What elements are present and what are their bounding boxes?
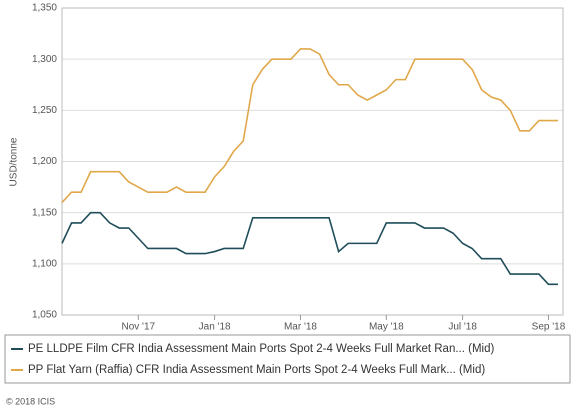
legend: PE LLDPE Film CFR India Assessment Main … [28,343,494,355]
y-tick-label: 1,100 [32,258,57,269]
series-line [61,211,558,286]
y-tick-label: 1,250 [32,105,57,116]
plot-border [61,7,564,316]
x-tick-label: Mar '18 [284,322,317,333]
x-tick-label: May '18 [369,322,404,333]
y-tick-label: 1,150 [32,207,57,218]
y-axis-label: USD/tonne [9,137,20,186]
y-tick-label: 1,200 [32,156,57,167]
series-line [61,48,558,203]
x-tick-label: Jul '18 [448,322,477,333]
y-tick-label: 1,300 [32,54,57,65]
legend-box [4,334,571,384]
y-tick-label: 1,350 [32,3,57,14]
x-tick-label: Nov '17 [122,322,156,333]
y-tick-label: 1,050 [32,310,57,321]
x-tick-label: Jan '18 [199,322,231,333]
legend: PP Flat Yarn (Raffia) CFR India Assessme… [28,364,485,376]
footer: © 2018 ICIS [6,396,55,406]
x-tick-label: Sep '18 [532,322,566,333]
